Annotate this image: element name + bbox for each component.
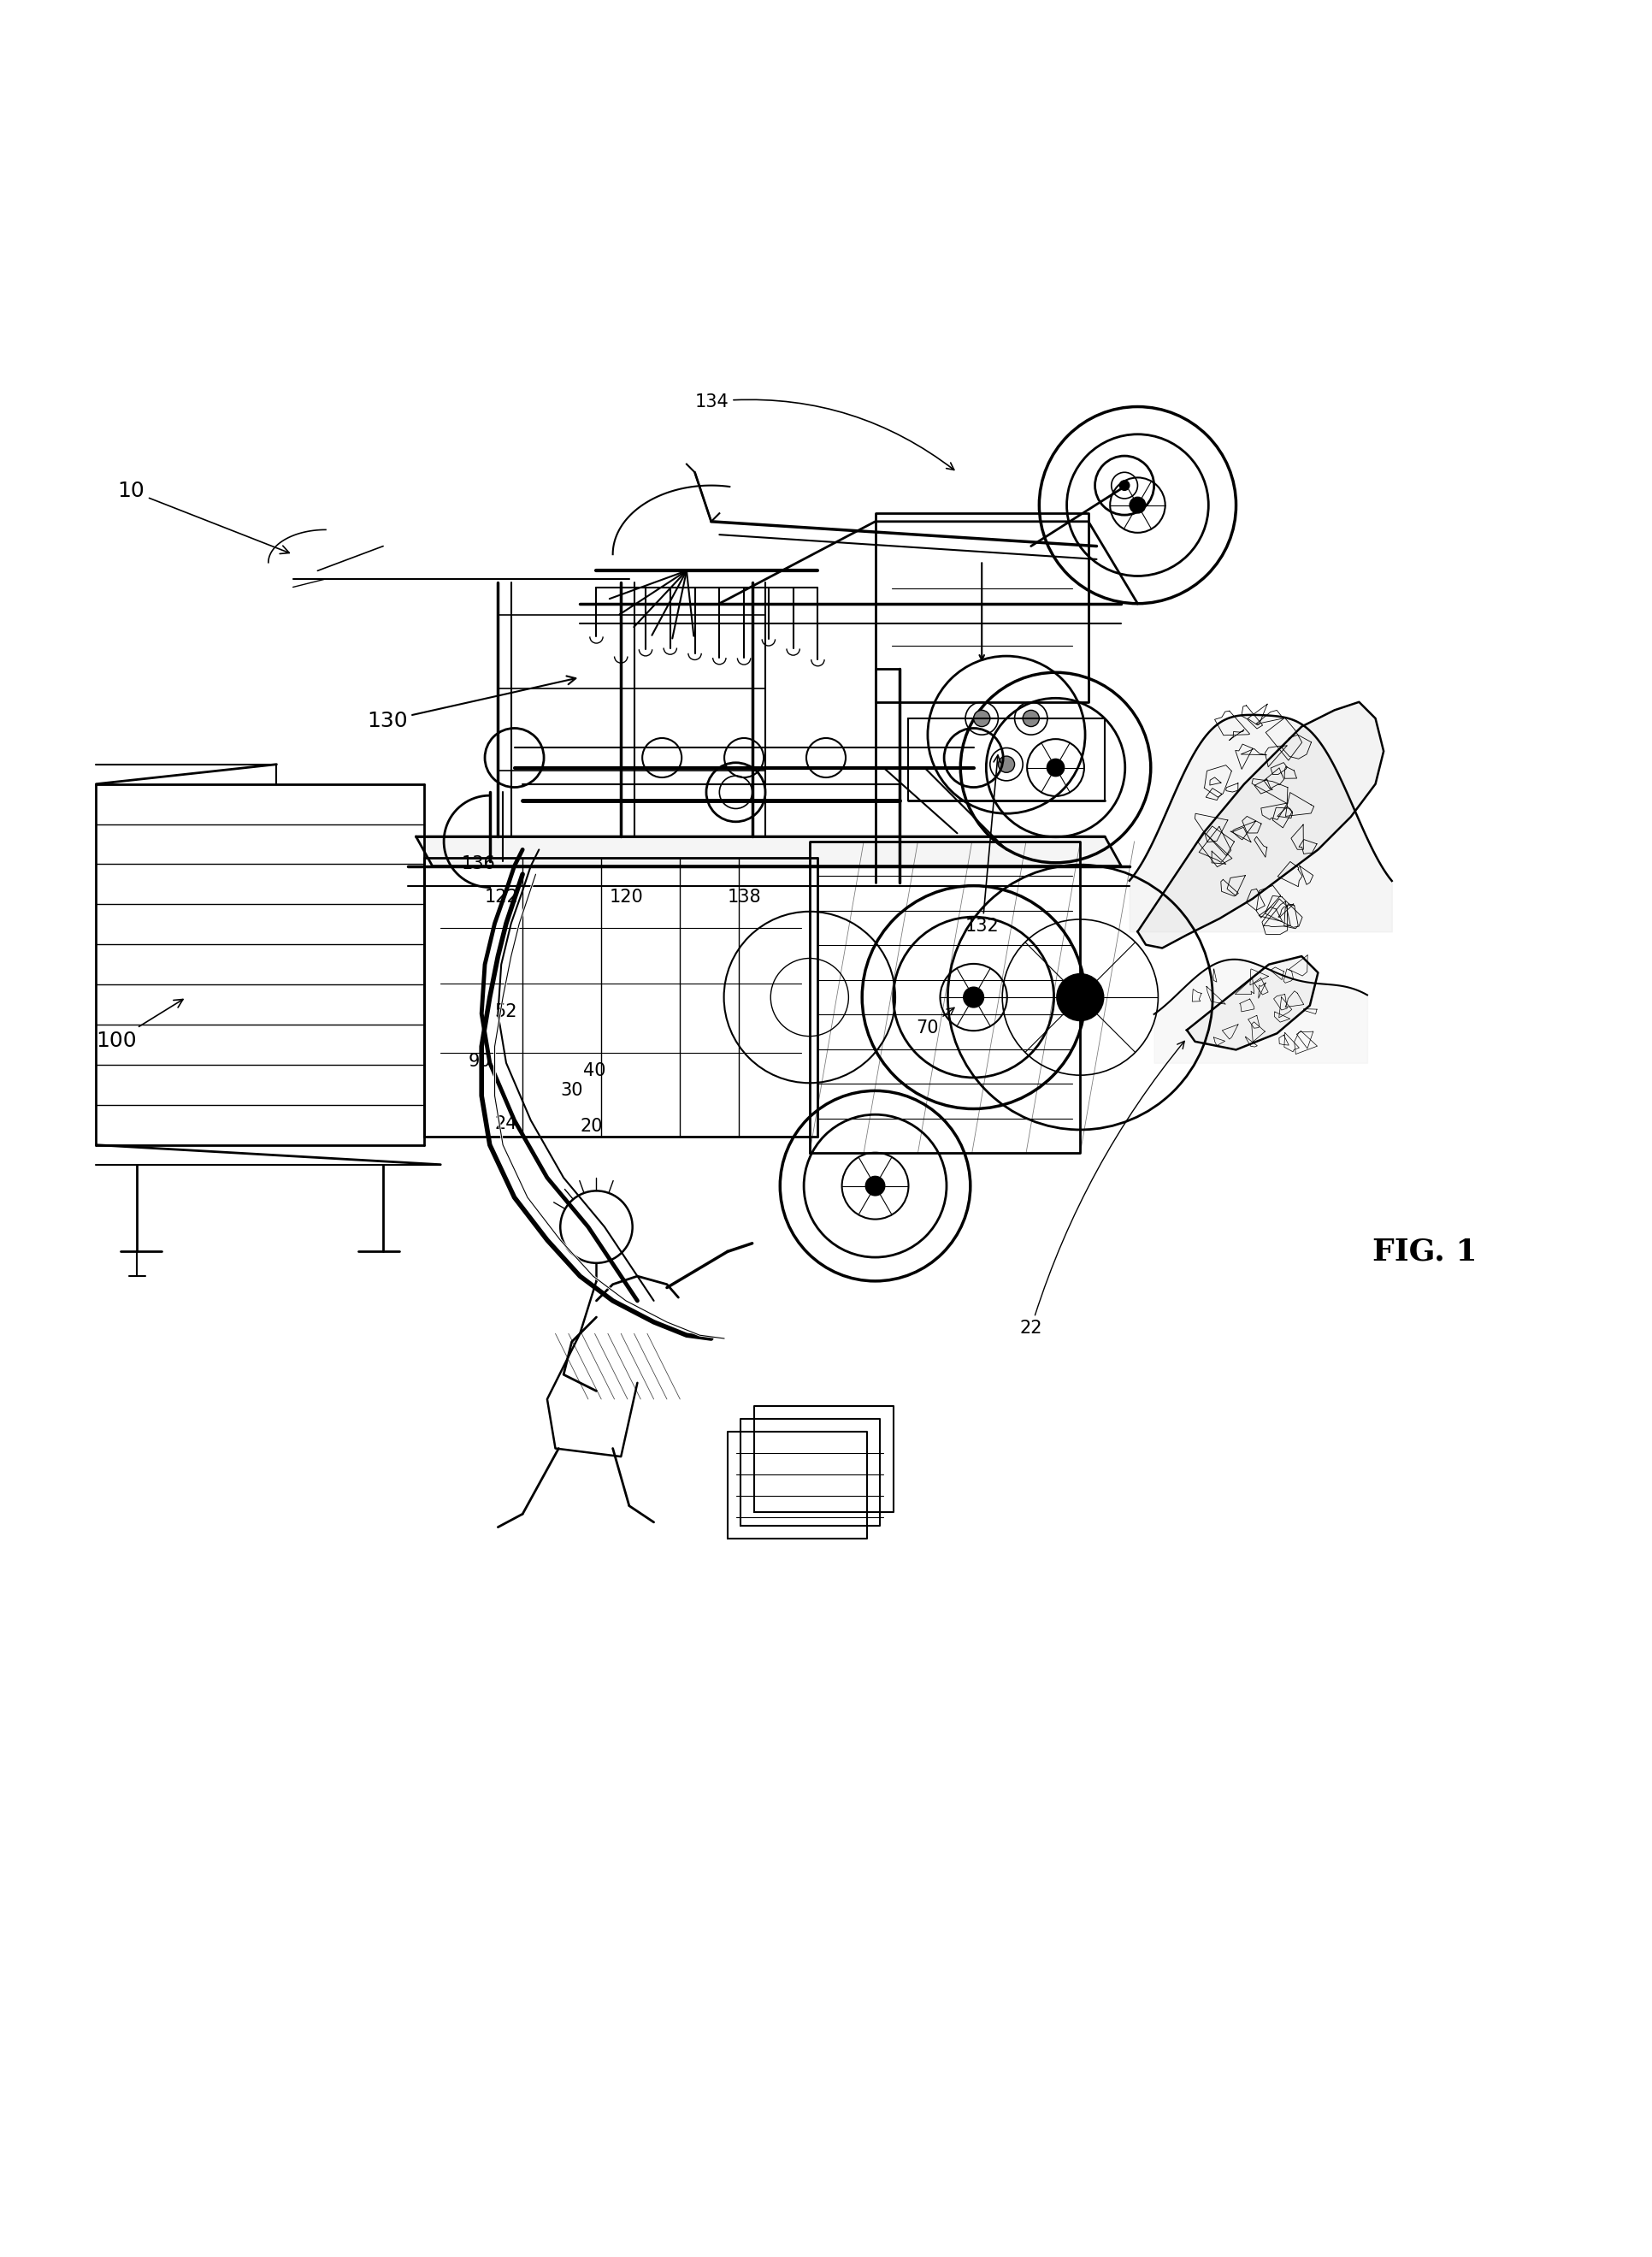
- Text: 100: 100: [96, 1000, 183, 1052]
- Text: 20: 20: [580, 1117, 603, 1135]
- Polygon shape: [1186, 957, 1318, 1050]
- Text: 138: 138: [727, 889, 762, 905]
- Text: 70: 70: [917, 1007, 955, 1036]
- Circle shape: [973, 711, 990, 727]
- Text: 122: 122: [484, 889, 519, 905]
- Text: 120: 120: [610, 889, 644, 905]
- Circle shape: [1130, 497, 1145, 512]
- Circle shape: [963, 986, 983, 1007]
- Text: 136: 136: [463, 855, 496, 873]
- Text: 130: 130: [367, 677, 575, 731]
- Circle shape: [1057, 973, 1104, 1020]
- Text: 10: 10: [117, 481, 289, 553]
- Circle shape: [998, 756, 1014, 772]
- Text: 52: 52: [494, 1004, 517, 1020]
- Text: 40: 40: [583, 1063, 606, 1079]
- Text: 134: 134: [695, 393, 955, 469]
- Text: 30: 30: [560, 1081, 583, 1099]
- Circle shape: [1047, 758, 1064, 776]
- Circle shape: [1120, 481, 1130, 490]
- Polygon shape: [416, 837, 1122, 867]
- Circle shape: [866, 1176, 885, 1196]
- Text: 24: 24: [494, 1115, 517, 1133]
- Text: 132: 132: [965, 756, 1001, 934]
- Text: FIG. 1: FIG. 1: [1373, 1237, 1477, 1266]
- Text: 22: 22: [1019, 1040, 1184, 1336]
- Circle shape: [1023, 711, 1039, 727]
- Polygon shape: [1138, 702, 1384, 948]
- Text: 90: 90: [469, 1052, 491, 1070]
